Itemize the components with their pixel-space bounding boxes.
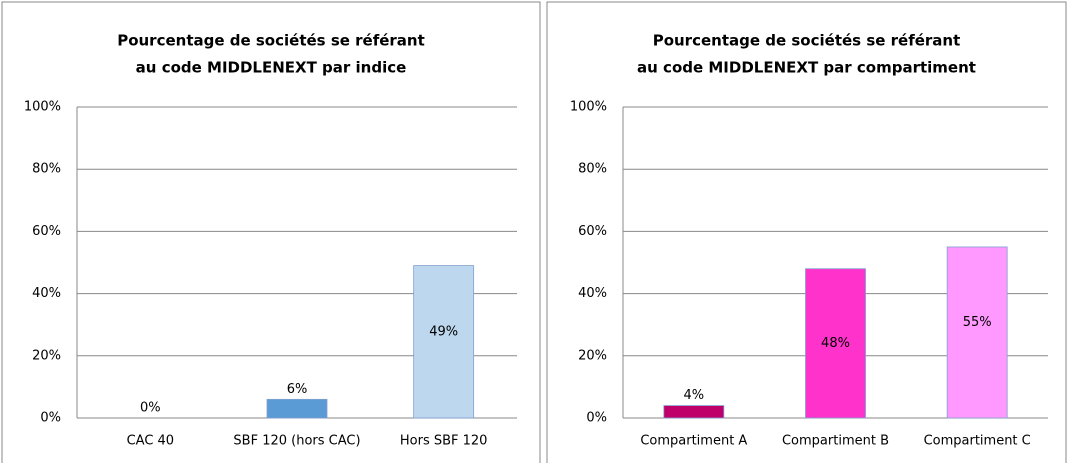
- y-tick-label: 40%: [578, 286, 607, 301]
- y-tick-label: 20%: [578, 348, 607, 363]
- bar: [946, 246, 1008, 419]
- bar: [805, 268, 866, 419]
- chart-frame: [546, 1, 1067, 463]
- x-tick-label: SBF 120 (hors CAC): [233, 434, 360, 449]
- data-label: 4%: [684, 388, 705, 403]
- y-tick-label: 80%: [578, 162, 607, 177]
- x-tick-label: CAC 40: [127, 434, 175, 449]
- y-tick-label: 60%: [578, 224, 607, 239]
- chart-title: au code MIDDLENEXT par indice: [136, 59, 407, 77]
- y-tick-label: 20%: [32, 348, 61, 363]
- y-tick-label: 100%: [570, 100, 607, 115]
- x-tick-label: Compartiment A: [640, 434, 747, 449]
- bar: [663, 405, 725, 419]
- y-tick-label: 40%: [32, 286, 61, 301]
- bar: [413, 265, 475, 419]
- chart-frame: [1, 1, 541, 463]
- y-tick-label: 0%: [586, 411, 607, 426]
- data-label: 48%: [821, 336, 850, 351]
- data-label: 49%: [429, 324, 458, 339]
- x-tick-label: Hors SBF 120: [400, 434, 488, 449]
- y-tick-label: 100%: [24, 100, 61, 115]
- data-label: 0%: [140, 401, 161, 416]
- y-tick-label: 80%: [32, 162, 61, 177]
- bar: [266, 398, 328, 419]
- x-tick-label: Compartiment B: [782, 434, 889, 449]
- data-label: 55%: [963, 315, 992, 330]
- chart-title: Pourcentage de sociétés se référant: [653, 32, 961, 50]
- chart-title: au code MIDDLENEXT par compartiment: [637, 59, 976, 77]
- x-tick-label: Compartiment C: [924, 434, 1031, 449]
- y-tick-label: 0%: [40, 411, 61, 426]
- chart-title: Pourcentage de sociétés se référant: [117, 32, 425, 50]
- data-label: 6%: [287, 382, 308, 397]
- y-tick-label: 60%: [32, 224, 61, 239]
